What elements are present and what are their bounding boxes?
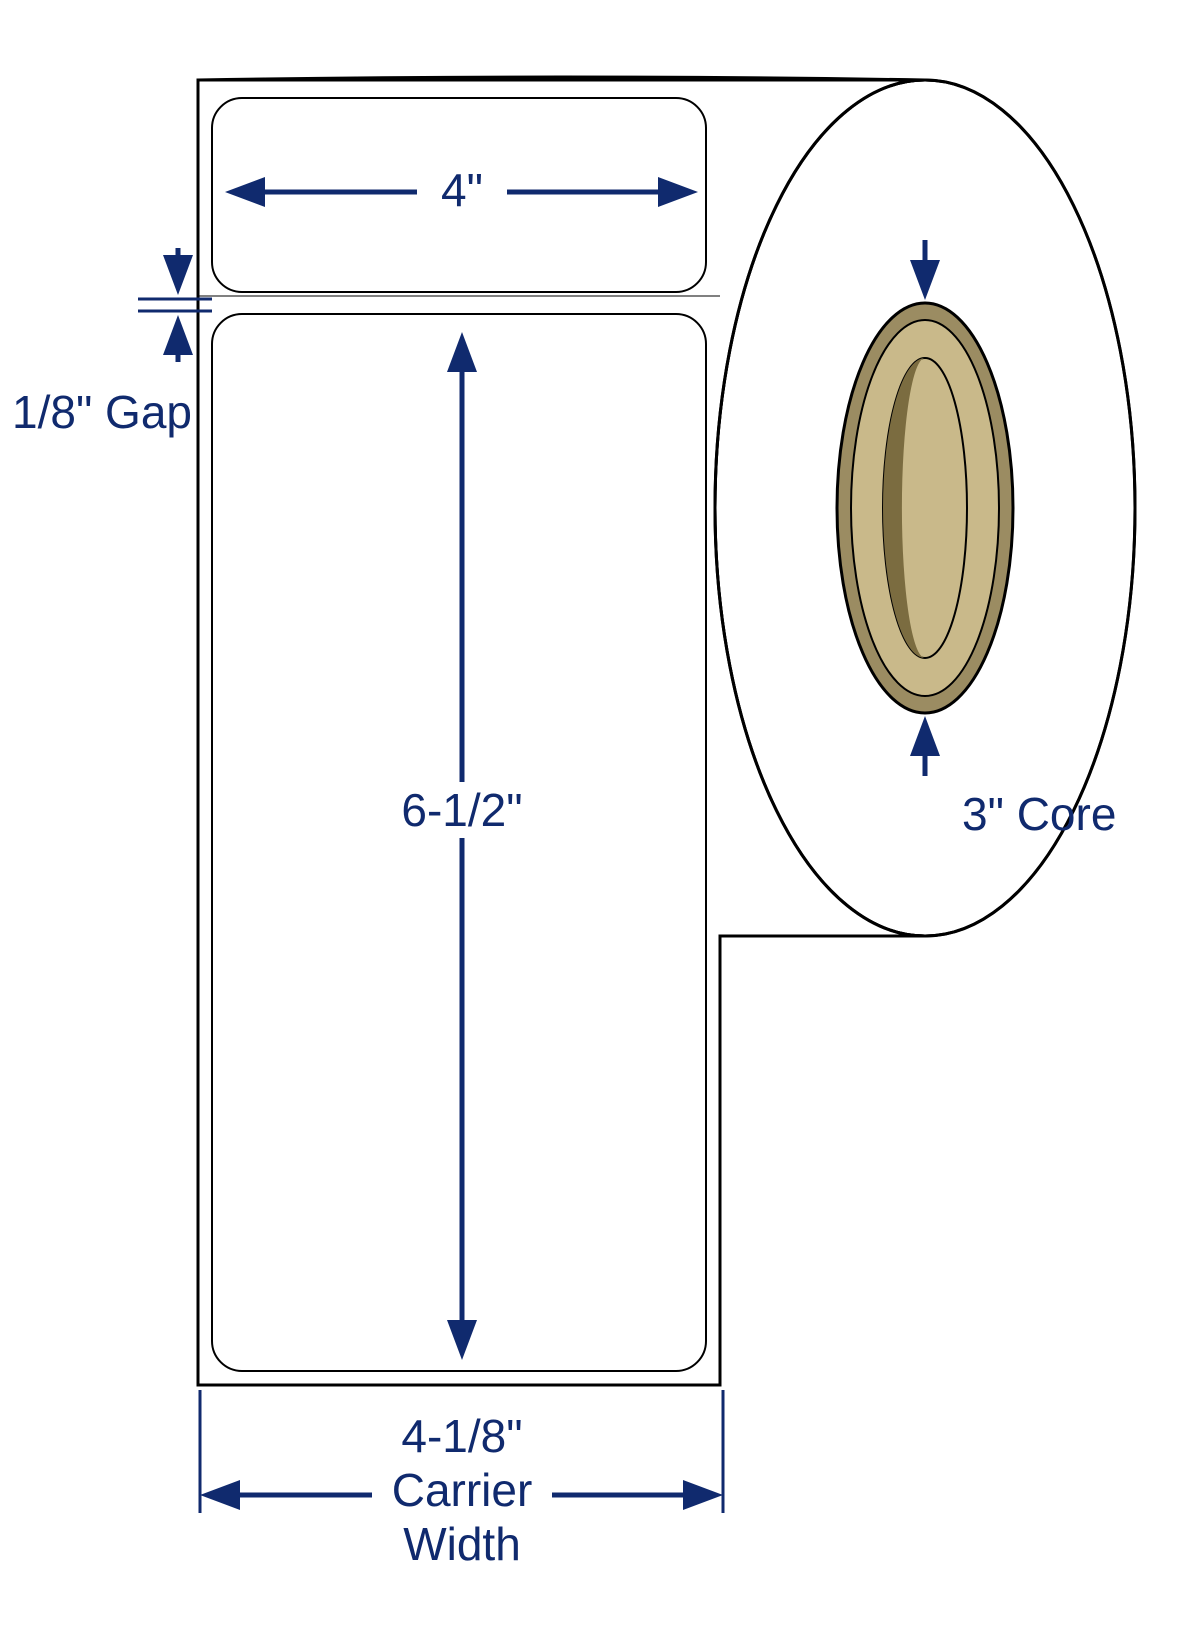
dim-label-height-text: 6-1/2" xyxy=(401,784,522,836)
arrow-head xyxy=(163,315,193,355)
arrow-head xyxy=(683,1480,723,1510)
dim-core-text: 3" Core xyxy=(962,788,1116,840)
dim-carrier-text-2: Carrier xyxy=(392,1464,533,1516)
arrow-head xyxy=(200,1480,240,1510)
dim-carrier-text-3: Width xyxy=(403,1518,521,1570)
dim-gap-text: 1/8" Gap xyxy=(12,386,192,438)
dim-carrier-text-1: 4-1/8" xyxy=(401,1410,522,1462)
dim-label-width-text: 4" xyxy=(441,164,483,216)
arrow-head xyxy=(163,255,193,295)
